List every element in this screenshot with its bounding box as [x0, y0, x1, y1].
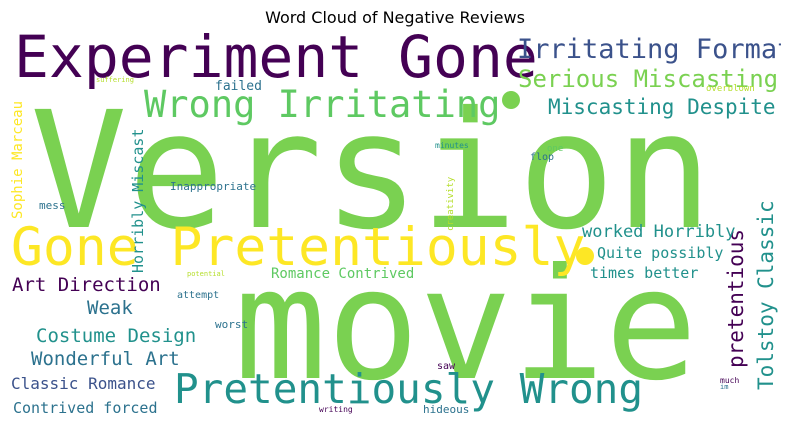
word-mess: mess [39, 199, 66, 212]
word-im: im [720, 383, 729, 391]
word-writing: writing [319, 405, 353, 414]
word-flop: flop [530, 152, 555, 163]
word-gone-pretentiously: Gone Pretentiously [11, 217, 586, 278]
word-version: Version [30, 78, 713, 266]
word-tolstoy-classic: Tolstoy Classic [754, 200, 778, 390]
chart-title: Word Cloud of Negative Reviews [265, 8, 525, 27]
word-miscasting-despite: Miscasting Despite [548, 95, 776, 119]
word-inappropriate: Inappropriate [170, 180, 257, 193]
word-overblown: overblown [706, 84, 755, 94]
word-serious-miscasting: Serious Miscasting [518, 65, 779, 93]
word-contrived-forced: Contrived forced [13, 399, 158, 417]
word-experiment-gone: Experiment Gone [14, 29, 538, 91]
word-pretentiously-wrong: Pretentiously Wrong [174, 365, 643, 413]
word-attempt: attempt [177, 290, 220, 301]
word-irritating-format: Irritating Format [517, 34, 781, 65]
word-horribly-miscast: Horribly Miscast [129, 128, 147, 274]
word-movie: movie [234, 236, 698, 415]
dot-mark [576, 247, 594, 265]
word-saw: saw [437, 361, 456, 372]
word-sophie-marceau: Sophie Marceau [10, 100, 26, 219]
word-times-better: times better [590, 264, 699, 282]
word-classic-romance: Classic Romance [11, 374, 156, 393]
word-one: one [547, 144, 564, 154]
word-weak: Weak [87, 297, 133, 319]
word-pretentious: pretentious [724, 228, 748, 368]
word-minutes: minutes [435, 141, 469, 150]
word-quite-possibly: Quite possibly [597, 244, 724, 262]
word-wrong-irritating: Wrong Irritating [144, 83, 501, 126]
word-much: much [720, 376, 740, 385]
word-potential: potential [187, 270, 225, 278]
word-cloud: Version movie Experiment Gone Gone Prete… [9, 29, 781, 422]
word-hideous: hideous [423, 403, 470, 416]
word-worst: worst [215, 318, 249, 331]
dot-mark [502, 91, 520, 109]
word-wonderful-art: Wonderful Art [31, 348, 180, 370]
word-worked-horribly: worked Horribly [582, 222, 736, 242]
word-creativity: creativity [446, 176, 456, 231]
word-costume-design: Costume Design [36, 325, 197, 347]
word-art-direction: Art Direction [12, 274, 161, 296]
word-failed: failed [215, 79, 262, 94]
word-romance-contrived: Romance Contrived [271, 266, 415, 282]
word-suffering: suffering [96, 76, 134, 84]
